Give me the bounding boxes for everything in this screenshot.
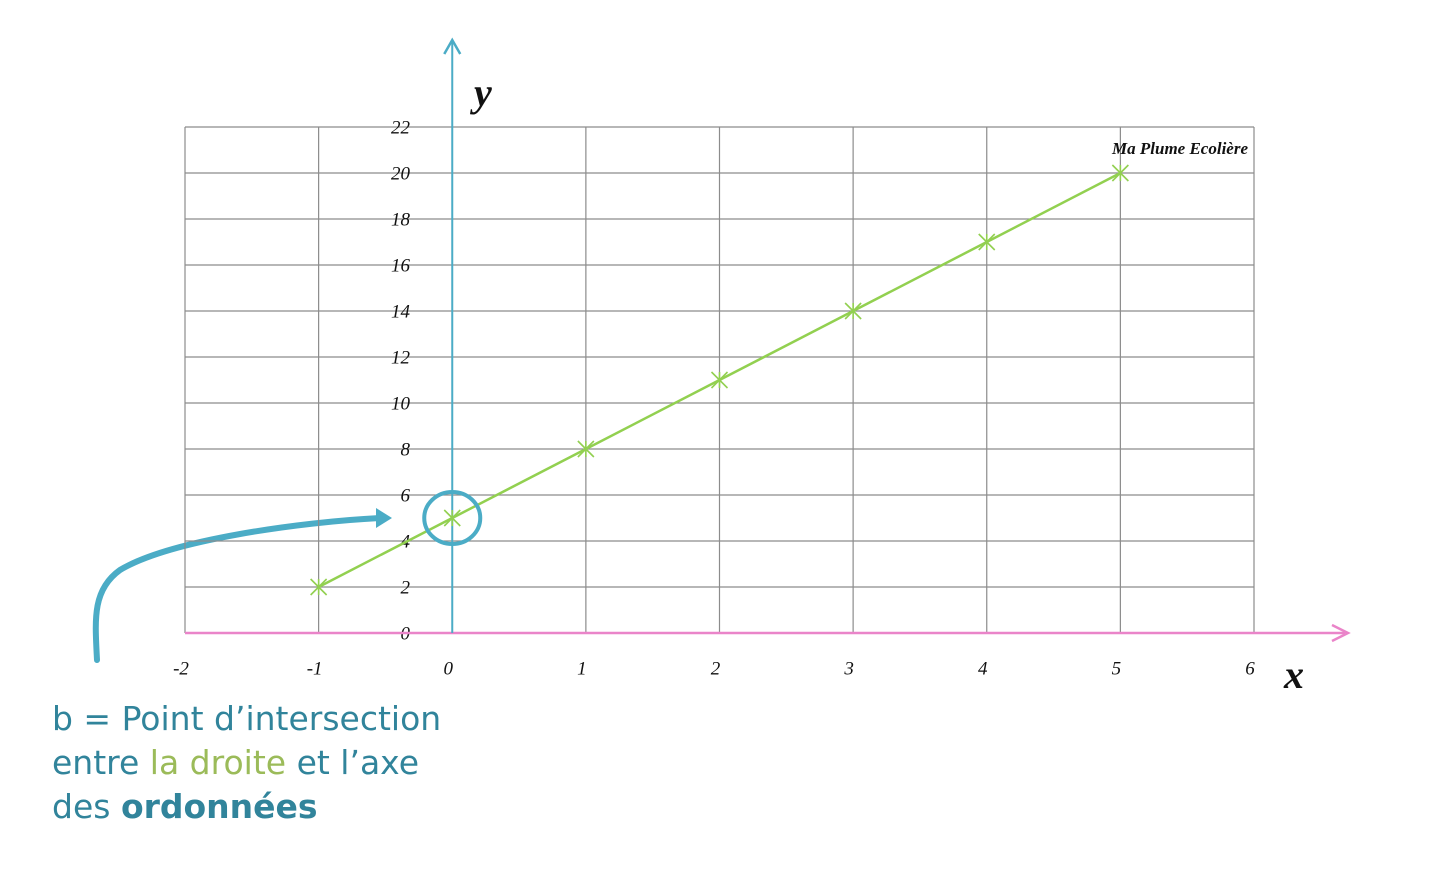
x-tick-label: -2 <box>173 658 189 679</box>
y-tick-label: 12 <box>391 347 411 368</box>
point-marker <box>978 233 996 251</box>
x-tick-label: 0 <box>444 658 454 679</box>
y-tick-label: 10 <box>391 393 411 414</box>
y-tick-label: 20 <box>391 163 411 184</box>
y-tick-label: 22 <box>391 117 411 138</box>
watermark: Ma Plume Ecolière <box>1111 139 1248 158</box>
annotation-text: des <box>52 787 121 826</box>
y-tick-label: 18 <box>391 209 411 230</box>
x-tick-label: 4 <box>978 658 988 679</box>
annotation-text: la droite <box>150 743 286 782</box>
point-marker <box>1111 164 1129 182</box>
annotation-line: b = Point d’intersection <box>52 699 441 738</box>
x-tick-label: 6 <box>1245 658 1255 679</box>
x-axis-arrow <box>1331 623 1351 643</box>
annotation-line: des ordonnées <box>52 787 318 826</box>
y-axis-arrow <box>443 37 462 55</box>
annotation-text: ordonnées <box>121 787 318 826</box>
annotation-text: b = Point d’intersection <box>52 699 441 738</box>
x-tick-label: 5 <box>1112 658 1122 679</box>
point-marker <box>710 371 729 389</box>
annotation-text: entre <box>52 743 150 782</box>
annotation-text: et l’axe <box>286 743 419 782</box>
y-axis-label: y <box>470 70 492 115</box>
x-tick-label: 1 <box>577 658 587 679</box>
y-tick-label: 6 <box>401 485 411 506</box>
y-tick-label: 8 <box>401 439 411 460</box>
y-tick-label: 14 <box>391 301 411 322</box>
pointer-arrow-head <box>376 508 392 528</box>
point-marker <box>577 440 595 458</box>
x-tick-label: 2 <box>711 658 721 679</box>
y-tick-label: 16 <box>391 255 411 276</box>
annotation-line: entre la droite et l’axe <box>52 743 419 782</box>
pointer-arrow <box>92 515 383 663</box>
point-marker <box>844 302 862 320</box>
x-tick-label: -1 <box>307 658 323 679</box>
y-tick-label: 2 <box>401 577 411 598</box>
x-tick-label: 3 <box>843 658 854 679</box>
x-axis-label: x <box>1283 652 1304 697</box>
point-marker <box>443 509 461 527</box>
point-marker <box>310 578 328 596</box>
intercept-highlight <box>422 490 483 546</box>
